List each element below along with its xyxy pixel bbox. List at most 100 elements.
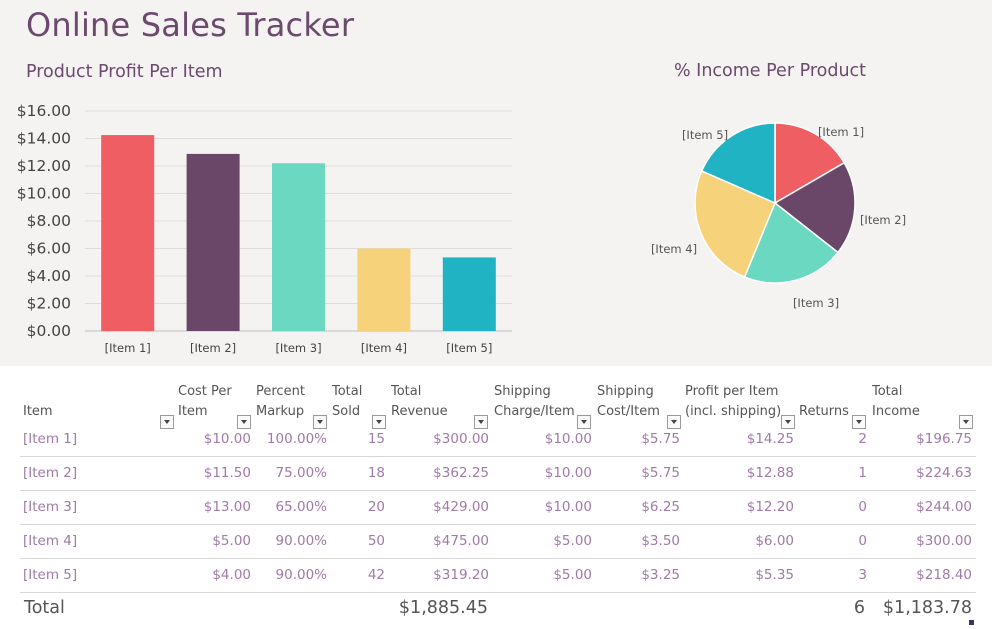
table-cell: $429.00 [433, 499, 489, 515]
table-cell: $475.00 [433, 533, 489, 549]
table-cell: $300.00 [916, 533, 972, 549]
x-tick-label: [Item 4] [361, 341, 407, 355]
table-cell: 20 [367, 499, 385, 515]
bar[interactable] [357, 248, 411, 332]
bar[interactable] [186, 153, 240, 331]
table-row[interactable]: [Item 1] $10.00 100.00% 15 $300.00 $10.00 $5.7… [20, 422, 976, 457]
table-cell: $5.75 [641, 465, 680, 481]
table-cell: 65.00% [275, 499, 327, 515]
page-title: Online Sales Tracker [26, 6, 355, 44]
table-row[interactable]: [Item 4] $5.00 90.00% 50 $475.00 $5.00 $3.50 $6… [20, 524, 976, 559]
pie-label: [Item 2] [860, 213, 906, 227]
table-cell: $218.40 [916, 567, 972, 583]
column-header: Item [0, 378, 992, 429]
pie-label: [Item 3] [793, 296, 839, 310]
bar-chart[interactable]: $0.00 $2.00 $4.00 $6.00 $8.00 $10.00 $12.00 $14… [0, 95, 530, 363]
column-header: Cost Per Item [0, 378, 992, 429]
table-cell: 0 [858, 533, 867, 549]
column-header-line1: Total [332, 384, 363, 399]
filter-dropdown-button[interactable] [781, 415, 795, 429]
y-tick-label: $2.00 [27, 295, 71, 313]
pie-slice[interactable] [700, 122, 776, 205]
table-cell: $11.50 [203, 465, 251, 481]
bar[interactable] [101, 135, 155, 331]
item-name-cell: [Item 1] [23, 431, 78, 447]
table-cell: 42 [367, 567, 385, 583]
filter-dropdown-button[interactable] [577, 415, 591, 429]
table-row[interactable]: [Item 2] $11.50 75.00% 18 $362.25 $10.00 $5.75… [20, 456, 976, 491]
table-cell: $244.00 [916, 499, 972, 515]
table-cell: 90.00% [275, 533, 327, 549]
table-cell: $12.88 [746, 465, 794, 481]
filter-dropdown-button[interactable] [959, 415, 973, 429]
table-cell: $319.20 [433, 567, 489, 583]
pie-slice[interactable] [773, 161, 856, 254]
total-row: Total $1,885.45 6 $1,183.78 [20, 590, 976, 624]
total-label: Total [24, 598, 65, 618]
table-cell: $6.00 [755, 533, 794, 549]
filter-dropdown-button[interactable] [372, 415, 386, 429]
bar[interactable] [272, 163, 325, 331]
column-header: Profit per Item (incl. shipping) [0, 378, 992, 429]
column-header-line2: Income [872, 404, 920, 419]
x-tick-label: [Item 1] [105, 341, 151, 355]
table-cell: $13.00 [203, 499, 251, 515]
table-cell: $5.35 [755, 567, 794, 583]
column-header: Total Income [0, 378, 992, 429]
pie-slice[interactable] [774, 122, 846, 205]
item-name-cell: [Item 5] [23, 567, 78, 583]
table-row[interactable]: [Item 3] $13.00 65.00% 20 $429.00 $10.00 $6.25… [20, 490, 976, 525]
table-cell: 2 [858, 431, 867, 447]
item-name-cell: [Item 4] [23, 533, 78, 549]
column-header-line1: Shipping [494, 384, 551, 399]
pie-label: [Item 4] [651, 242, 697, 256]
table-cell: $6.25 [641, 499, 680, 515]
y-tick-label: $0.00 [27, 322, 71, 340]
y-tick-label: $16.00 [17, 102, 71, 120]
table-row[interactable]: [Item 5] $4.00 90.00% 42 $319.20 $5.00 $3.25 $5… [20, 558, 976, 593]
resize-handle[interactable] [969, 620, 974, 625]
filter-dropdown-button[interactable] [474, 415, 488, 429]
filter-dropdown-button[interactable] [667, 415, 681, 429]
column-header-line2: Revenue [391, 404, 448, 419]
table-cell: 50 [367, 533, 385, 549]
column-header-line2: Charge/Item [494, 404, 575, 419]
column-header: Total Revenue [0, 378, 992, 429]
table-cell: $300.00 [433, 431, 489, 447]
column-header-line1: Cost Per [178, 384, 232, 399]
column-header: Shipping Cost/Item [0, 378, 992, 429]
column-header-line1: Percent [256, 384, 305, 399]
table-cell: $14.25 [746, 431, 794, 447]
filter-dropdown-button[interactable] [313, 415, 327, 429]
table-cell: 3 [858, 567, 867, 583]
table-cell: 90.00% [275, 567, 327, 583]
column-header-line1: Profit per Item [685, 384, 779, 399]
y-tick-label: $4.00 [27, 267, 71, 285]
pie-chart[interactable]: [Item 1] [Item 2] [Item 3] [Item 4] [Item 5] [620, 110, 920, 320]
column-header-line2: Returns [799, 404, 849, 419]
pie-chart-title: % Income Per Product [673, 61, 867, 81]
filter-dropdown-button[interactable] [852, 415, 866, 429]
pie-slice[interactable] [743, 201, 839, 284]
y-tick-label: $14.00 [17, 130, 71, 148]
total-income: $1,183.78 [882, 598, 972, 618]
filter-dropdown-button[interactable] [160, 415, 174, 429]
table-cell: 1 [858, 465, 867, 481]
bar[interactable] [442, 257, 496, 331]
column-header: Percent Markup [0, 378, 992, 429]
table-cell: $10.00 [203, 431, 251, 447]
table-cell: 100.00% [266, 431, 327, 447]
table-cell: $12.20 [746, 499, 794, 515]
x-tick-label: [Item 5] [446, 341, 492, 355]
table-cell: $362.25 [433, 465, 489, 481]
filter-dropdown-button[interactable] [237, 415, 251, 429]
table-cell: 75.00% [275, 465, 327, 481]
pie-slice[interactable] [694, 170, 776, 278]
table-cell: $5.00 [212, 533, 251, 549]
table-cell: $4.00 [212, 567, 251, 583]
total-revenue: $1,885.45 [398, 598, 488, 618]
column-header: Shipping Charge/Item [0, 378, 992, 429]
column-header: Returns [0, 378, 992, 429]
column-header-line2: (incl. shipping) [685, 404, 782, 419]
column-header-line2: Item [23, 404, 53, 419]
